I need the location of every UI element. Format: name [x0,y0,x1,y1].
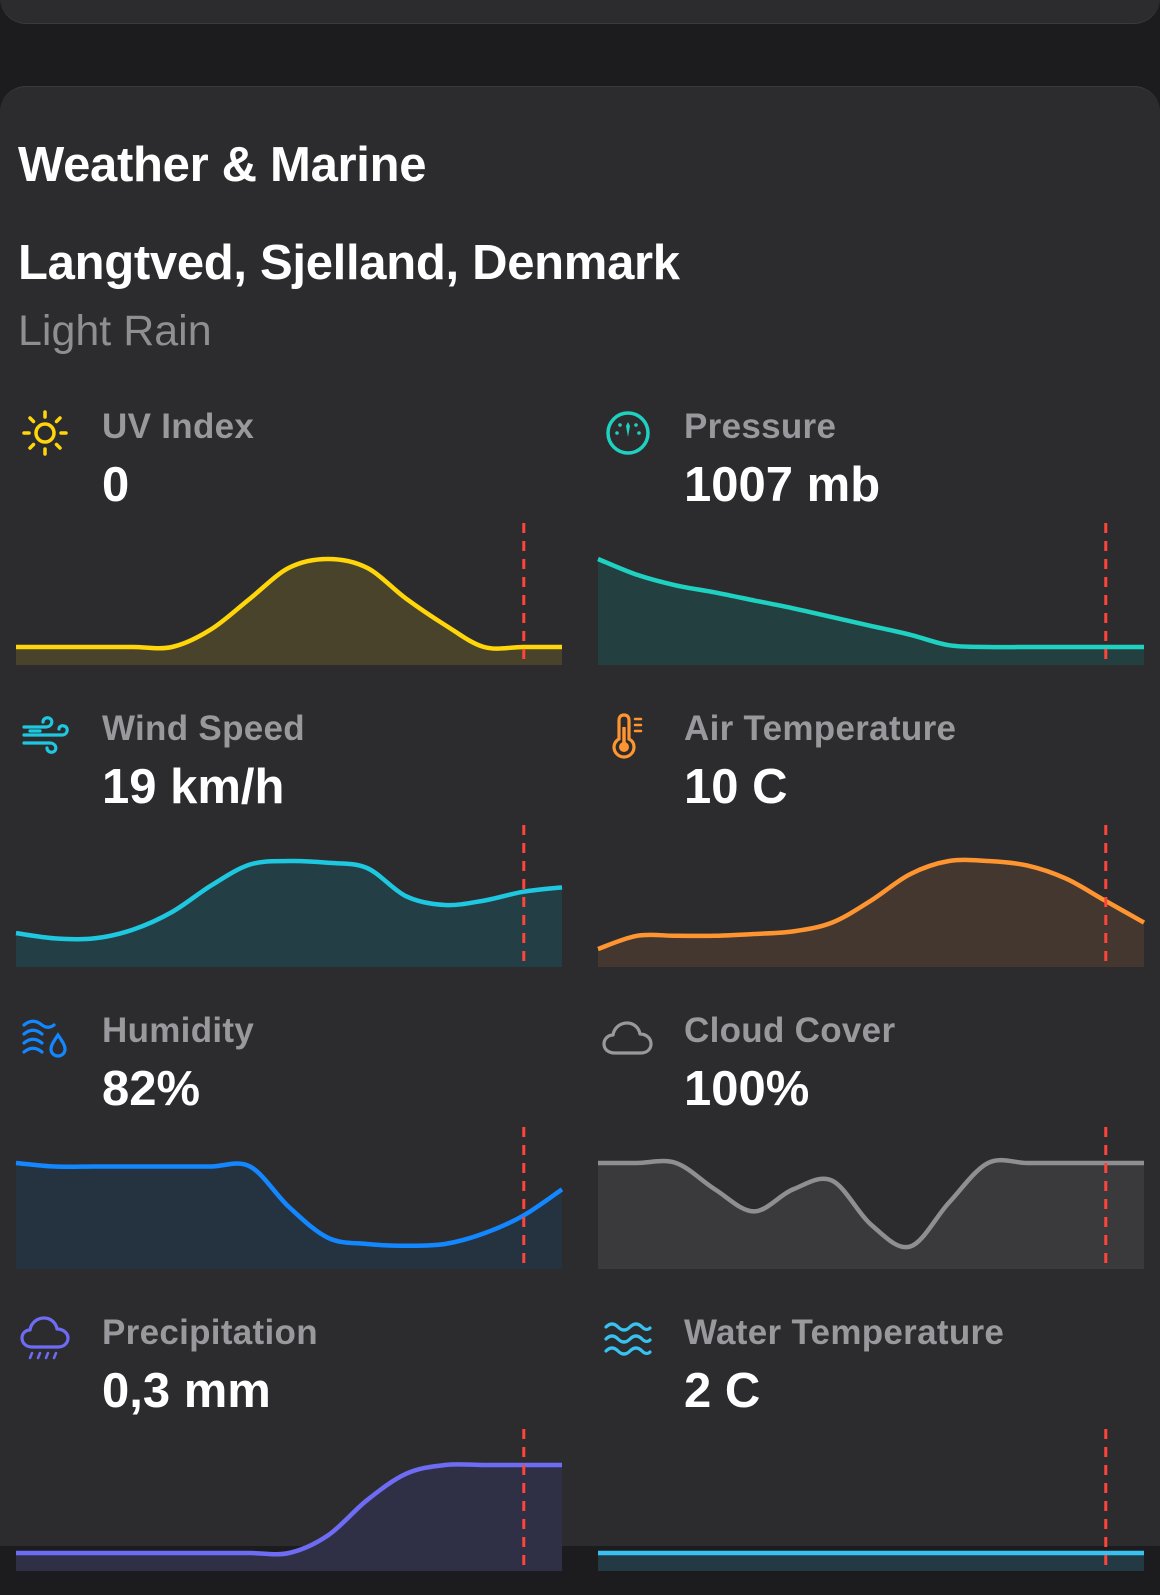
previous-card [0,0,1160,24]
chart-line [15,1160,564,1248]
rain-cloud-icon [20,1316,70,1360]
metric-label: Precipitation [102,1313,318,1352]
metric-label: Humidity [102,1011,255,1050]
metric-cloud-cover[interactable]: Cloud Cover 100% [597,993,1144,1293]
sun-icon [22,410,68,456]
chart-area [16,559,562,665]
metric-pressure[interactable]: Pressure 1007 mb [597,389,1144,689]
metric-humidity[interactable]: Humidity 82% [15,993,564,1293]
chart-area [16,860,562,967]
thermometer-icon [612,713,643,759]
metric-label: Cloud Cover [684,1011,896,1050]
waves-icon [604,1322,652,1356]
pressure-chart [597,523,1144,665]
metric-label: Water Temperature [684,1313,1005,1352]
precipitation-chart [16,1429,562,1571]
chart-line [597,556,1144,650]
location-name: Langtved, Sjelland, Denmark [18,236,680,290]
chart-area [16,1163,562,1269]
metric-wind-speed[interactable]: Wind Speed 19 km/h [15,691,563,991]
chart-area [598,1553,1144,1571]
metric-label: Pressure [684,407,837,446]
metric-value: 2 C [684,1364,761,1418]
humidity-icon [22,1019,67,1058]
metric-precipitation[interactable]: Precipitation 0,3 mm [16,1295,562,1595]
metric-value: 82% [102,1062,201,1116]
metric-water-temperature[interactable]: Water Temperature 2 C [598,1295,1144,1595]
chart-line [597,1157,1144,1250]
cloud-icon [602,1021,653,1055]
chart-line [16,556,562,651]
cloud-cover-chart [597,1127,1144,1269]
wind-speed-chart [15,825,563,967]
metric-label: UV Index [102,407,255,446]
chart-line [15,858,563,942]
metric-value: 19 km/h [102,760,285,814]
gauge-icon [606,411,650,455]
weather-condition: Light Rain [18,307,212,355]
wind-icon [22,716,69,754]
card-title: Weather & Marine [18,138,427,192]
metric-label: Wind Speed [102,709,305,748]
metric-value: 0,3 mm [102,1364,271,1418]
chart-area [598,559,1144,665]
metric-value: 100% [684,1062,810,1116]
metric-uv-index[interactable]: UV Index 0 [16,389,562,689]
metric-value: 10 C [684,760,788,814]
weather-marine-card: Weather & Marine Langtved, Sjelland, Den… [0,86,1160,1571]
air-temperature-chart [597,825,1146,967]
chart-line [597,857,1146,952]
metric-value: 1007 mb [684,458,881,512]
uv-index-chart [16,523,562,665]
chart-area [598,859,1144,967]
metric-label: Air Temperature [684,709,957,748]
humidity-chart [15,1127,564,1269]
chart-area [598,1160,1144,1269]
metric-air-temperature[interactable]: Air Temperature 10 C [597,691,1146,991]
water-temperature-chart [598,1429,1144,1571]
metric-value: 0 [102,458,130,512]
